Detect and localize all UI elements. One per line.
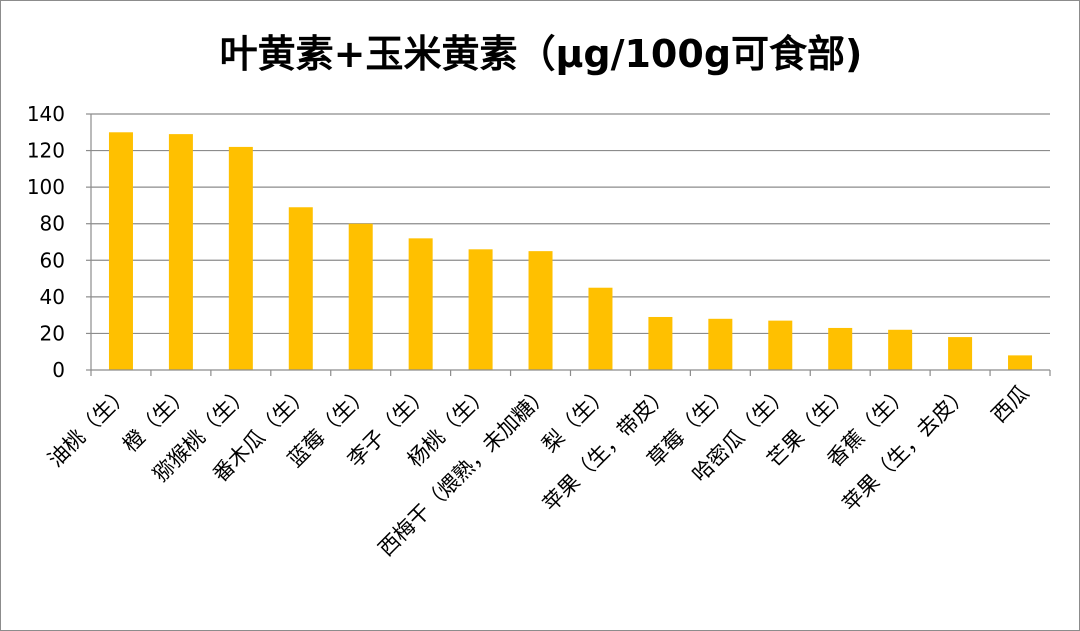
y-tick-label: 0 bbox=[52, 358, 65, 382]
x-category-label: 油桃（生） bbox=[43, 381, 134, 472]
y-tick-label: 100 bbox=[27, 175, 65, 199]
chart-title: 叶黄素+玉米黄素（μg/100g可食部) bbox=[219, 32, 863, 76]
bar bbox=[888, 329, 913, 370]
bar bbox=[648, 316, 673, 370]
y-tick-label: 20 bbox=[40, 321, 65, 345]
y-tick-label: 80 bbox=[40, 212, 65, 236]
y-tick-label: 120 bbox=[27, 139, 65, 163]
bar bbox=[408, 238, 433, 370]
bar bbox=[288, 207, 313, 370]
y-tick-label: 140 bbox=[27, 102, 65, 126]
bar bbox=[768, 320, 793, 370]
bar bbox=[708, 318, 733, 370]
y-tick-label: 40 bbox=[40, 285, 65, 309]
bars bbox=[108, 132, 1033, 370]
bar bbox=[168, 134, 193, 370]
x-category-label: 西瓜 bbox=[987, 381, 1034, 428]
bar bbox=[528, 251, 553, 370]
bar bbox=[228, 146, 253, 370]
y-tick-label: 60 bbox=[40, 248, 65, 272]
bar bbox=[348, 223, 373, 370]
bar bbox=[588, 287, 613, 370]
y-tick-labels: 0 20 40 60 80 100 120 140 bbox=[27, 102, 65, 382]
x-category-labels: 油桃（生）橙（生）猕猴桃（生）番木瓜（生）蓝莓（生）李子（生）杨桃（生）西梅干（… bbox=[43, 381, 1033, 561]
bar bbox=[1008, 355, 1033, 370]
bar bbox=[828, 327, 853, 370]
bar bbox=[108, 132, 133, 370]
bar bbox=[468, 249, 493, 370]
bar bbox=[948, 337, 973, 370]
axes bbox=[86, 113, 1051, 376]
